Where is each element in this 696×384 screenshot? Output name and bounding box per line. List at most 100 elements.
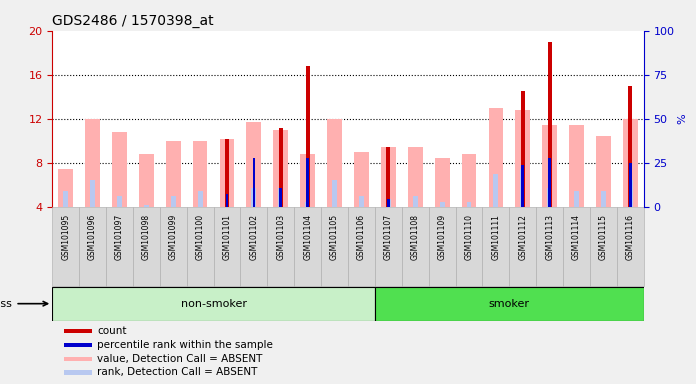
Bar [166, 141, 180, 207]
Bar [79, 207, 106, 286]
Bar [171, 196, 175, 207]
Bar [321, 207, 348, 286]
Text: GSM101101: GSM101101 [223, 214, 232, 260]
Text: GDS2486 / 1570398_at: GDS2486 / 1570398_at [52, 14, 214, 28]
Bar [601, 191, 606, 207]
Bar [64, 343, 93, 347]
Bar [521, 166, 524, 207]
Bar [106, 207, 133, 286]
Bar [332, 180, 337, 207]
Bar [590, 207, 617, 286]
Bar [628, 180, 633, 207]
Bar [440, 202, 445, 207]
Bar [58, 169, 73, 207]
Bar [279, 128, 283, 207]
Bar [489, 108, 503, 207]
Bar [198, 191, 203, 207]
Text: GSM101106: GSM101106 [357, 214, 366, 260]
Bar [482, 207, 509, 286]
Bar [629, 163, 632, 207]
Text: GSM101099: GSM101099 [168, 214, 177, 260]
Bar [253, 158, 255, 207]
Text: value, Detection Call = ABSENT: value, Detection Call = ABSENT [97, 354, 262, 364]
Text: GSM101109: GSM101109 [438, 214, 447, 260]
Bar [521, 169, 525, 207]
Bar [63, 191, 68, 207]
Bar [547, 187, 552, 207]
Bar [354, 152, 369, 207]
Bar [246, 122, 261, 207]
Text: GSM101096: GSM101096 [88, 214, 97, 260]
Text: GSM101105: GSM101105 [330, 214, 339, 260]
Bar [144, 205, 149, 207]
Bar [220, 139, 235, 207]
Bar [435, 158, 450, 207]
Bar [563, 207, 590, 286]
Text: GSM101114: GSM101114 [572, 214, 581, 260]
Text: percentile rank within the sample: percentile rank within the sample [97, 340, 273, 350]
Bar [160, 207, 187, 286]
Bar [402, 207, 429, 286]
Bar [466, 202, 471, 207]
Bar [226, 194, 228, 207]
Text: GSM101107: GSM101107 [383, 214, 393, 260]
Bar [429, 207, 456, 286]
Bar [509, 207, 536, 286]
Text: stress: stress [0, 299, 47, 309]
Bar [617, 207, 644, 286]
Bar [408, 147, 422, 207]
Bar [251, 187, 256, 207]
Bar [387, 199, 390, 207]
Bar [574, 191, 579, 207]
Text: GSM101115: GSM101115 [599, 214, 608, 260]
Bar [52, 287, 375, 321]
Bar [117, 196, 122, 207]
Bar [306, 66, 310, 207]
Text: non-smoker: non-smoker [180, 299, 246, 309]
Bar [306, 158, 309, 207]
Text: GSM101097: GSM101097 [115, 214, 124, 260]
Bar [536, 207, 563, 286]
Text: GSM101102: GSM101102 [249, 214, 258, 260]
Bar [294, 207, 321, 286]
Bar [521, 91, 525, 207]
Bar [623, 119, 638, 207]
Bar [306, 202, 310, 207]
Bar [64, 356, 93, 361]
Bar [386, 147, 390, 207]
Bar [214, 207, 240, 286]
Bar [461, 154, 476, 207]
Text: GSM101104: GSM101104 [303, 214, 313, 260]
Bar [386, 199, 390, 207]
Bar [90, 180, 95, 207]
Bar [52, 207, 79, 286]
Bar [225, 139, 229, 207]
Bar [267, 207, 294, 286]
Bar [548, 158, 551, 207]
Bar [279, 187, 282, 207]
Bar [596, 136, 611, 207]
Bar [327, 119, 342, 207]
Text: GSM101095: GSM101095 [61, 214, 70, 260]
Text: rank, Detection Call = ABSENT: rank, Detection Call = ABSENT [97, 367, 258, 377]
Bar [548, 42, 551, 207]
Bar [413, 196, 418, 207]
Bar [85, 119, 100, 207]
Text: GSM101100: GSM101100 [196, 214, 205, 260]
Bar [274, 130, 288, 207]
Text: GSM101108: GSM101108 [411, 214, 420, 260]
Bar [348, 207, 375, 286]
Text: GSM101112: GSM101112 [519, 214, 528, 260]
Text: GSM101098: GSM101098 [142, 214, 151, 260]
Bar [133, 207, 160, 286]
Bar [456, 207, 482, 286]
Y-axis label: %: % [677, 114, 688, 124]
Bar [542, 124, 557, 207]
Bar [359, 196, 364, 207]
Text: GSM101103: GSM101103 [276, 214, 285, 260]
Bar [375, 287, 644, 321]
Text: GSM101111: GSM101111 [491, 214, 500, 260]
Bar [381, 147, 396, 207]
Bar [516, 110, 530, 207]
Bar [628, 86, 632, 207]
